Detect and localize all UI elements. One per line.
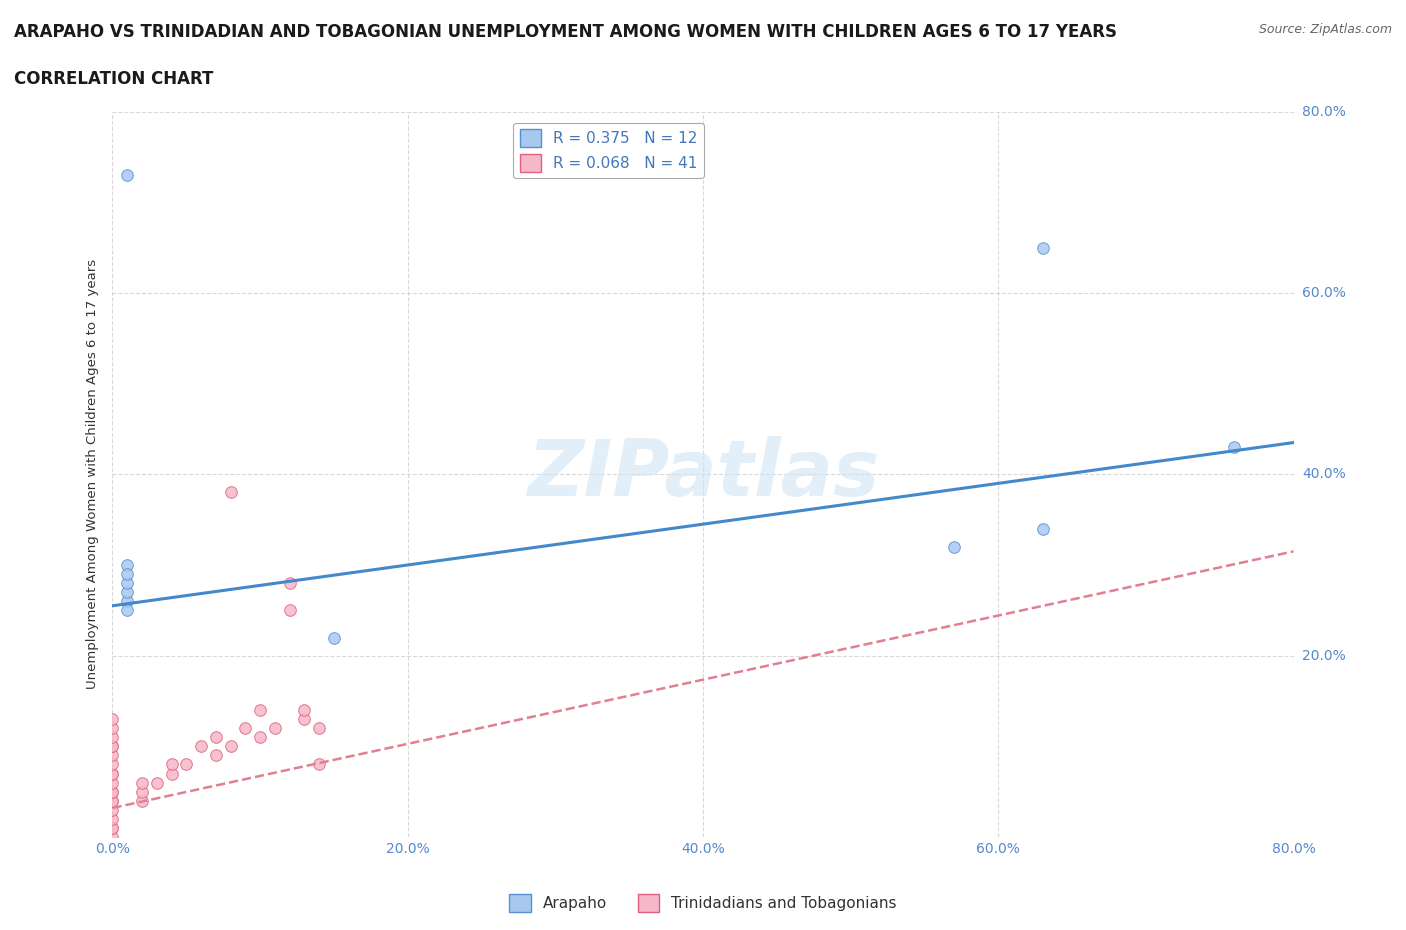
Point bbox=[205, 748, 228, 763]
Point bbox=[219, 738, 242, 753]
Point bbox=[1223, 440, 1246, 455]
Point bbox=[117, 594, 138, 609]
Point bbox=[1032, 240, 1054, 255]
Point bbox=[264, 721, 287, 736]
Point bbox=[101, 721, 124, 736]
Point bbox=[278, 603, 301, 618]
Point bbox=[101, 776, 124, 790]
Point bbox=[117, 566, 138, 581]
Point bbox=[117, 603, 138, 618]
Y-axis label: Unemployment Among Women with Children Ages 6 to 17 years: Unemployment Among Women with Children A… bbox=[86, 259, 100, 689]
Point bbox=[190, 738, 212, 753]
Point bbox=[174, 757, 197, 772]
Point bbox=[308, 757, 330, 772]
Point bbox=[101, 820, 124, 835]
Point bbox=[1032, 521, 1054, 536]
Text: ZIPatlas: ZIPatlas bbox=[527, 436, 879, 512]
Point bbox=[117, 558, 138, 573]
Point bbox=[101, 793, 124, 808]
Point bbox=[323, 631, 346, 645]
Point bbox=[101, 738, 124, 753]
Point bbox=[278, 576, 301, 591]
Point bbox=[160, 766, 183, 781]
Point bbox=[233, 721, 256, 736]
Point bbox=[249, 730, 271, 745]
Point bbox=[131, 784, 153, 799]
Point bbox=[292, 711, 315, 726]
Point bbox=[101, 766, 124, 781]
Legend: Arapaho, Trinidadians and Tobagonians: Arapaho, Trinidadians and Tobagonians bbox=[503, 888, 903, 918]
Point bbox=[117, 585, 138, 600]
Point bbox=[131, 776, 153, 790]
Text: CORRELATION CHART: CORRELATION CHART bbox=[14, 70, 214, 87]
Point bbox=[101, 730, 124, 745]
Point bbox=[101, 766, 124, 781]
Text: 80.0%: 80.0% bbox=[1302, 104, 1346, 119]
Point bbox=[101, 738, 124, 753]
Text: 40.0%: 40.0% bbox=[1302, 467, 1346, 482]
Point bbox=[117, 167, 138, 182]
Point bbox=[205, 730, 228, 745]
Text: 60.0%: 60.0% bbox=[1302, 286, 1346, 300]
Point bbox=[101, 711, 124, 726]
Point bbox=[117, 576, 138, 591]
Text: ARAPAHO VS TRINIDADIAN AND TOBAGONIAN UNEMPLOYMENT AMONG WOMEN WITH CHILDREN AGE: ARAPAHO VS TRINIDADIAN AND TOBAGONIAN UN… bbox=[14, 23, 1116, 41]
Point bbox=[942, 539, 965, 554]
Point bbox=[131, 793, 153, 808]
Point bbox=[101, 757, 124, 772]
Point bbox=[101, 803, 124, 817]
Point bbox=[101, 820, 124, 835]
Point bbox=[219, 485, 242, 500]
Point bbox=[292, 703, 315, 718]
Point bbox=[160, 757, 183, 772]
Legend: R = 0.375   N = 12, R = 0.068   N = 41: R = 0.375 N = 12, R = 0.068 N = 41 bbox=[513, 123, 703, 178]
Text: Source: ZipAtlas.com: Source: ZipAtlas.com bbox=[1258, 23, 1392, 36]
Text: 20.0%: 20.0% bbox=[1302, 648, 1346, 663]
Point bbox=[101, 784, 124, 799]
Point bbox=[101, 793, 124, 808]
Point bbox=[101, 830, 124, 844]
Point bbox=[146, 776, 169, 790]
Point bbox=[308, 721, 330, 736]
Point bbox=[101, 811, 124, 827]
Point bbox=[101, 748, 124, 763]
Point bbox=[101, 784, 124, 799]
Point bbox=[249, 703, 271, 718]
